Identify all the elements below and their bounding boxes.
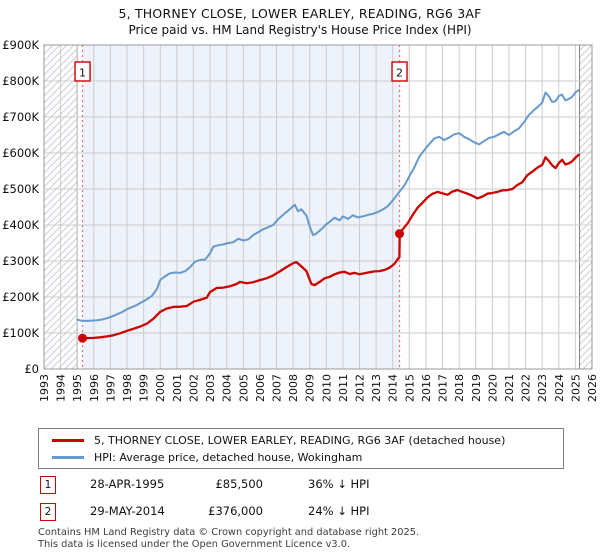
property-line-swatch <box>52 439 84 442</box>
sale-1-number-badge: 1 <box>40 476 56 494</box>
svg-text:£100K: £100K <box>2 326 39 340</box>
svg-text:1: 1 <box>79 67 86 80</box>
svg-text:2009: 2009 <box>304 374 317 402</box>
legend-item-property: 5, THORNEY CLOSE, LOWER EARLEY, READING,… <box>39 432 563 449</box>
svg-text:2007: 2007 <box>270 374 283 402</box>
sale-1-date: 28-APR-1995 <box>90 477 165 491</box>
sale-2-price: £376,000 <box>208 504 263 518</box>
svg-text:2003: 2003 <box>204 374 217 402</box>
svg-text:2004: 2004 <box>221 374 234 402</box>
svg-text:2024: 2024 <box>553 374 566 402</box>
svg-text:2010: 2010 <box>320 374 333 402</box>
hpi-line-swatch <box>52 456 84 459</box>
legend-label-property: 5, THORNEY CLOSE, LOWER EARLEY, READING,… <box>94 434 506 447</box>
price-history-line-chart: 1 2 £0 £100K £200K £300K £400K £500K £600K £700K £… <box>2 38 599 402</box>
svg-text:£600K: £600K <box>2 146 39 160</box>
svg-text:£700K: £700K <box>2 110 39 124</box>
svg-text:1996: 1996 <box>88 374 101 402</box>
svg-text:2001: 2001 <box>171 374 184 402</box>
svg-text:£800K: £800K <box>2 74 39 88</box>
svg-text:£0: £0 <box>24 362 39 376</box>
sale-2-number-badge: 2 <box>40 503 56 521</box>
svg-text:2012: 2012 <box>354 374 367 402</box>
svg-text:£900K: £900K <box>2 38 39 52</box>
svg-text:2006: 2006 <box>254 374 267 402</box>
svg-text:2020: 2020 <box>486 374 499 402</box>
license-footer: Contains HM Land Registry data © Crown c… <box>38 527 419 550</box>
svg-text:2002: 2002 <box>187 374 200 402</box>
sale-1-price: £85,500 <box>215 477 263 491</box>
page-subtitle: Price paid vs. HM Land Registry's House … <box>128 23 472 37</box>
footer-copyright-line: Contains HM Land Registry data © Crown c… <box>38 527 420 538</box>
sale-1-vs-hpi: 36% ↓ HPI <box>308 477 370 491</box>
svg-text:2018: 2018 <box>453 374 466 402</box>
svg-text:2019: 2019 <box>470 374 483 402</box>
sale-annotation-row: 1 28-APR-1995 £85,500 36% ↓ HPI <box>0 476 600 496</box>
svg-text:2016: 2016 <box>420 374 433 402</box>
svg-text:2000: 2000 <box>154 374 167 402</box>
svg-text:£300K: £300K <box>2 254 39 268</box>
svg-text:2015: 2015 <box>403 374 416 402</box>
page-title-address: 5, THORNEY CLOSE, LOWER EARLEY, READING,… <box>118 6 482 21</box>
svg-text:2014: 2014 <box>387 374 400 402</box>
svg-text:2026: 2026 <box>586 374 599 402</box>
legend-item-hpi: HPI: Average price, detached house, Woki… <box>39 449 563 466</box>
svg-text:2025: 2025 <box>569 374 582 402</box>
footer-licence-line: This data is licensed under the Open Gov… <box>38 538 351 550</box>
svg-text:1997: 1997 <box>104 374 117 402</box>
svg-text:2008: 2008 <box>287 374 300 402</box>
legend-label-hpi: HPI: Average price, detached house, Woki… <box>94 451 363 464</box>
svg-text:2: 2 <box>396 67 403 80</box>
svg-text:1995: 1995 <box>71 374 84 402</box>
chart-legend: 5, THORNEY CLOSE, LOWER EARLEY, READING,… <box>38 428 564 469</box>
svg-text:2022: 2022 <box>520 374 533 402</box>
svg-text:2005: 2005 <box>237 374 250 402</box>
sale-2-date: 29-MAY-2014 <box>90 504 165 518</box>
svg-text:2023: 2023 <box>536 374 549 402</box>
svg-text:2017: 2017 <box>437 374 450 402</box>
svg-text:1998: 1998 <box>121 374 134 402</box>
svg-text:2021: 2021 <box>503 374 516 402</box>
svg-text:£200K: £200K <box>2 290 39 304</box>
svg-text:£400K: £400K <box>2 218 39 232</box>
svg-text:2013: 2013 <box>370 374 383 402</box>
sale-annotation-row: 2 29-MAY-2014 £376,000 24% ↓ HPI <box>0 503 600 523</box>
sale-2-vs-hpi: 24% ↓ HPI <box>308 504 370 518</box>
svg-text:1994: 1994 <box>55 374 68 402</box>
svg-text:£500K: £500K <box>2 182 39 196</box>
svg-text:2011: 2011 <box>337 374 350 402</box>
svg-text:1993: 1993 <box>38 374 51 402</box>
svg-text:1999: 1999 <box>138 374 151 402</box>
